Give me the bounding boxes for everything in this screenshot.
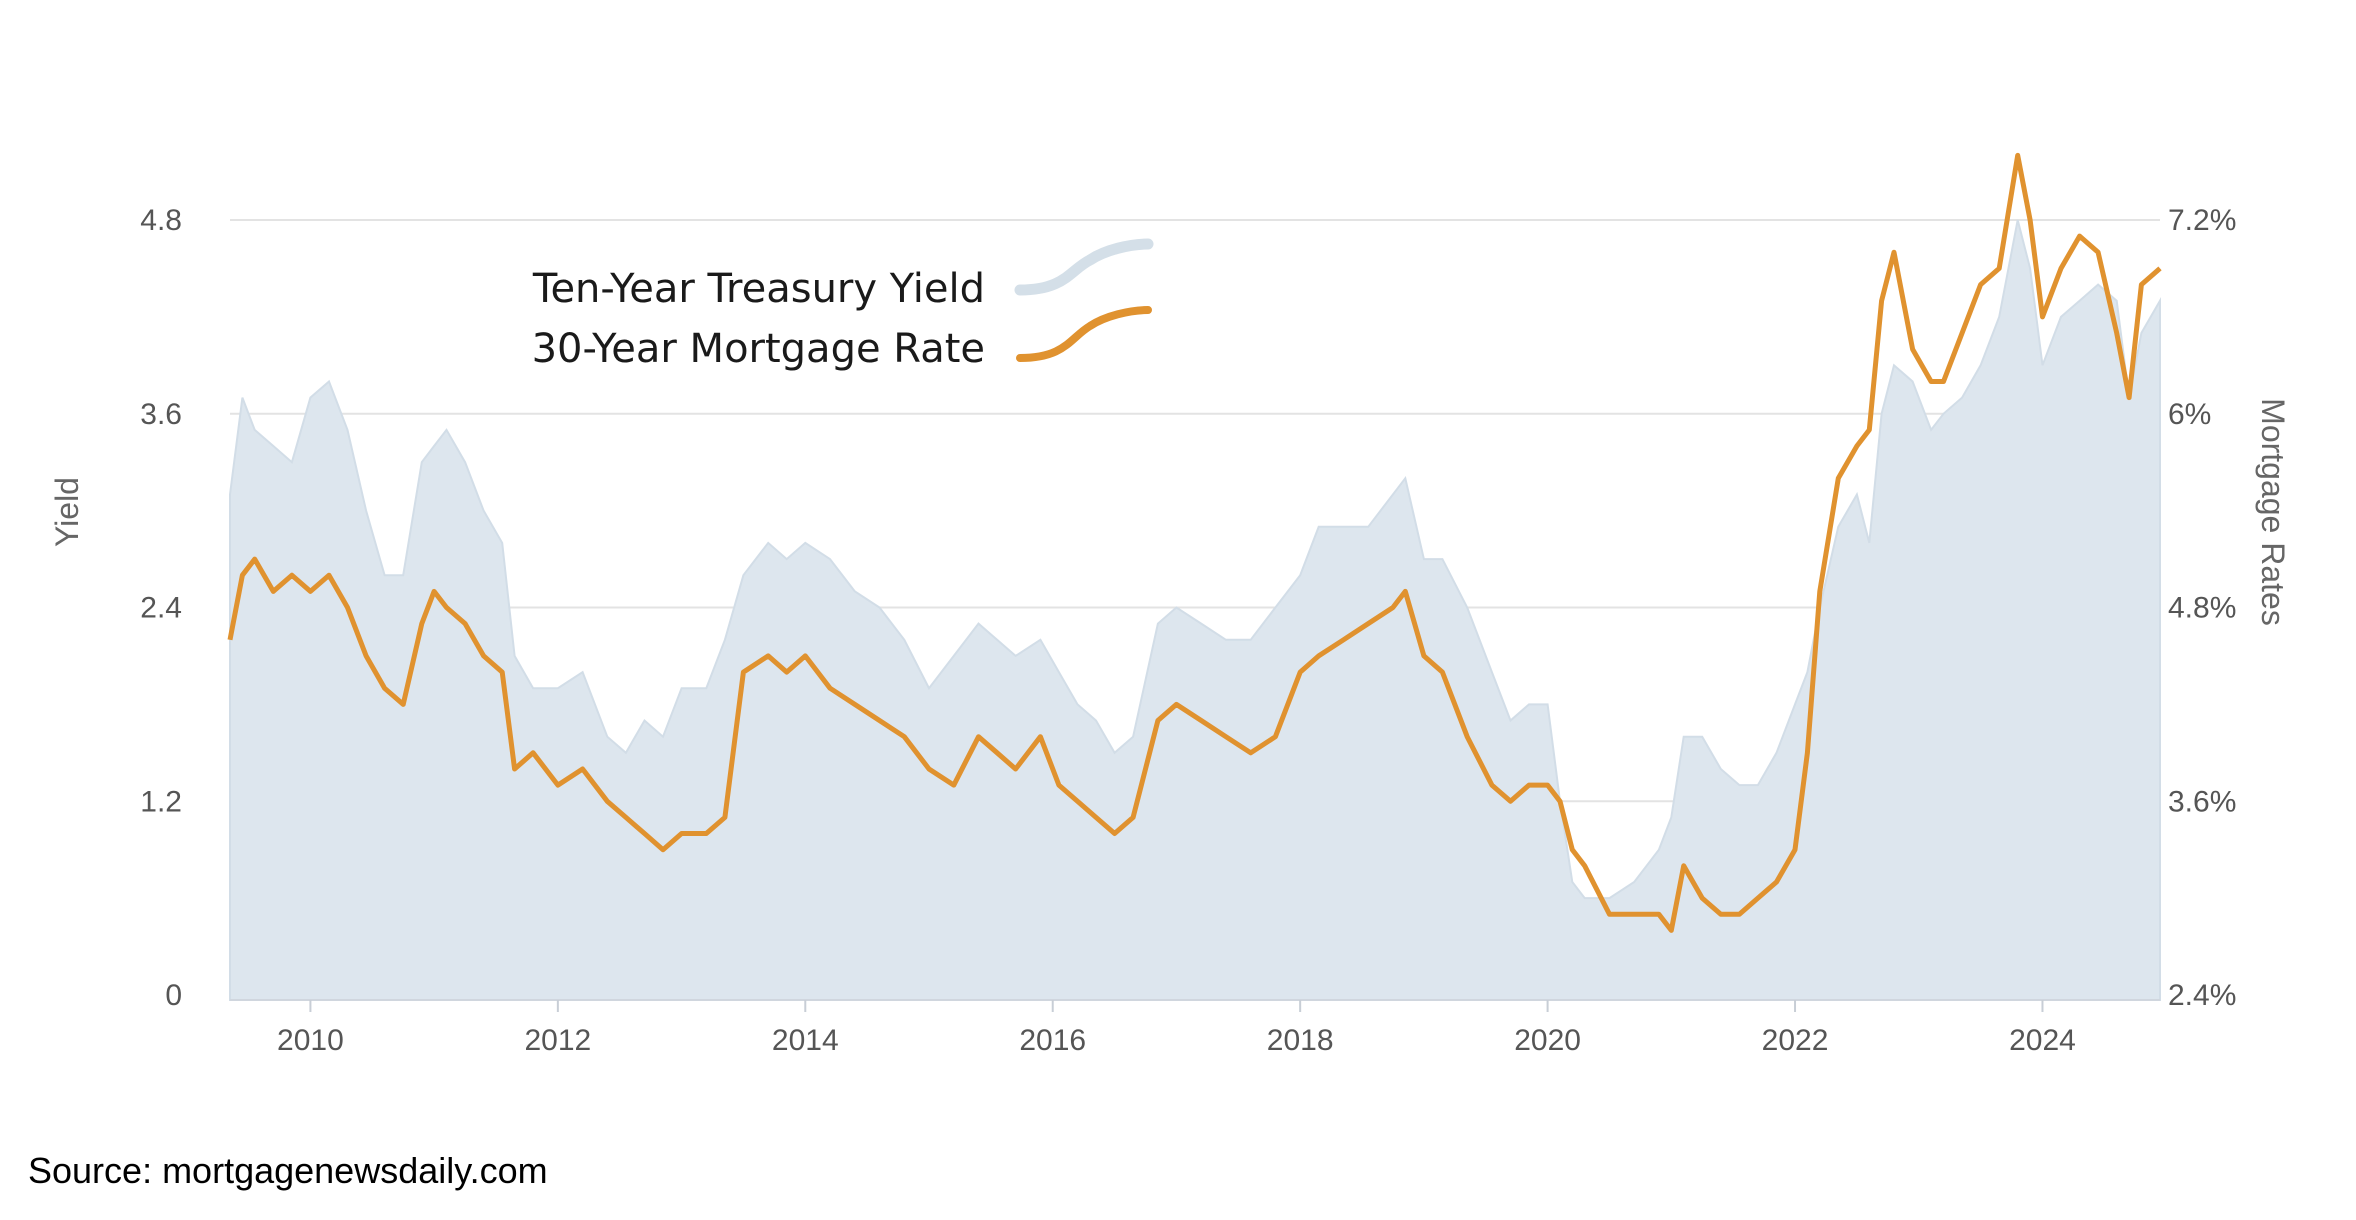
source-caption: Source: mortgagenewsdaily.com (28, 1150, 548, 1191)
x-tick-label: 2016 (1019, 1024, 1086, 1057)
y-right-tick-label: 4.8% (2168, 592, 2236, 625)
y-right-tick-label: 2.4% (2168, 979, 2236, 1012)
x-tick-label: 2024 (2009, 1024, 2076, 1057)
y-left-tick-label: 0 (165, 979, 182, 1012)
chart-legend: Ten-Year Treasury Yield 30-Year Mortgage… (532, 238, 1154, 372)
y-left-tick-label: 2.4 (140, 592, 182, 625)
y-left-axis-title: Yield (49, 477, 85, 547)
x-tick-label: 2012 (524, 1024, 591, 1057)
y-right-tick-label: 3.6% (2168, 785, 2236, 818)
x-tick-label: 2018 (1267, 1024, 1334, 1057)
y-left-tick-label: 1.2 (140, 785, 182, 818)
legend-label-mortgage: 30-Year Mortgage Rate (532, 326, 985, 372)
x-tick-label: 2014 (772, 1024, 839, 1057)
series-treasury-yield-area (229, 219, 2161, 1001)
legend-swatch-mortgage (1016, 306, 1152, 362)
x-tick-label: 2010 (277, 1024, 344, 1057)
y-right-tick-label: 6% (2168, 398, 2211, 431)
series-mortgage-rate-line (227, 152, 2162, 933)
x-tick-label: 2022 (1762, 1024, 1829, 1057)
y-left-tick-label: 4.8 (140, 204, 182, 237)
y-right-axis-title: Mortgage Rates (2255, 398, 2291, 626)
y-left-tick-label: 3.6 (140, 398, 182, 431)
legend-label-treasury: Ten-Year Treasury Yield (532, 266, 985, 312)
y-right-axis-ticks: 2.4% 3.6% 4.8% 6% 7.2% (2168, 204, 2236, 1012)
x-tick-label: 2020 (1514, 1024, 1581, 1057)
y-right-tick-label: 7.2% (2168, 204, 2236, 237)
x-axis-ticks: 2010 2012 2014 2016 2018 2020 2022 2024 (277, 1000, 2076, 1057)
legend-swatch-treasury (1014, 238, 1154, 296)
y-left-axis-ticks: 0 1.2 2.4 3.6 4.8 (140, 204, 182, 1012)
plot-area (227, 152, 2162, 1001)
